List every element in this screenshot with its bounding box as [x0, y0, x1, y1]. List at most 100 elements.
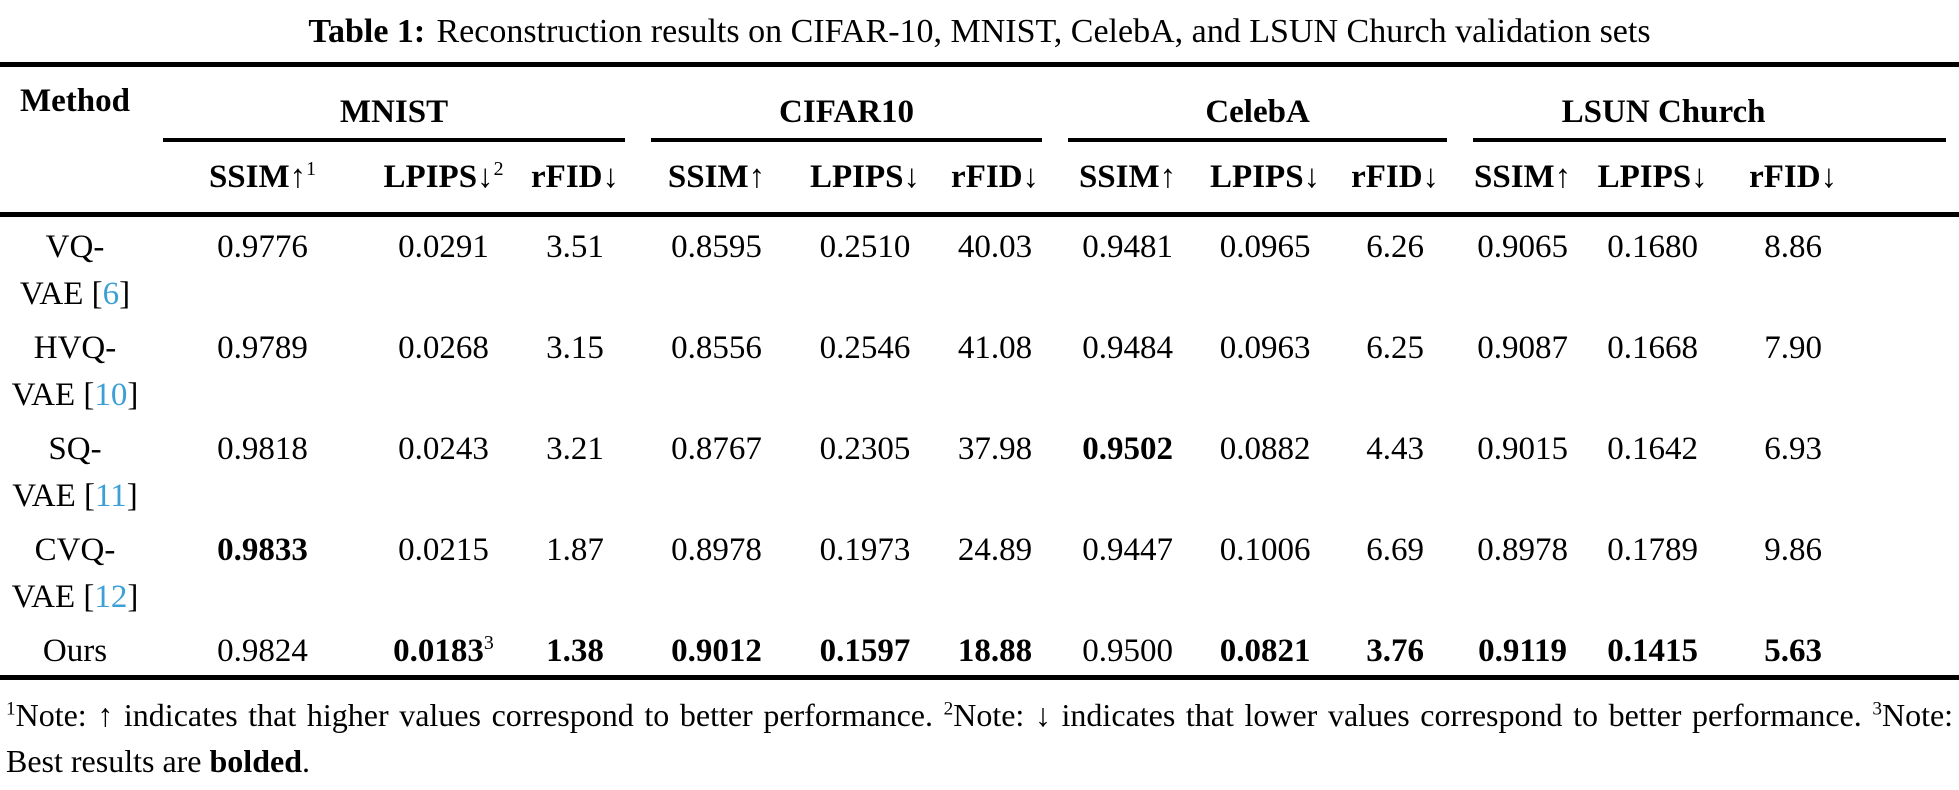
method-cell: HVQ- VAE [10] — [11, 330, 139, 413]
dataset-group-header: MNIST — [150, 65, 638, 142]
citation-link[interactable]: 11 — [95, 478, 127, 514]
value-cell: 0.8767 — [671, 431, 762, 467]
table-body: VQ- VAE [6] 0.9776 0.0291 3.51 0.8595 0.2510 40… — [0, 215, 1959, 680]
table-caption-label: Table 1: — [308, 13, 426, 50]
value-cell: 0.8978 — [1477, 532, 1568, 568]
value-cell: 6.69 — [1366, 532, 1424, 568]
value-cell: 0.0965 — [1219, 229, 1311, 265]
table-row: HVQ- VAE [10] 0.9789 0.0268 3.15 0.8556 0.2546… — [0, 318, 1959, 419]
value-cell: 0.9824 — [150, 621, 375, 680]
metric-header: LPIPS↓ — [1200, 142, 1331, 217]
method-cell: SQ- VAE [11] — [12, 431, 138, 514]
value-cell: 3.15 — [546, 330, 604, 366]
value-cell: 0.9500 — [1055, 621, 1201, 680]
metric-label: rFID↓ — [1749, 158, 1838, 195]
method-cell: VQ- VAE [6] — [19, 229, 131, 312]
dataset-name: LSUN Church — [1561, 94, 1766, 130]
value-cell: 6.25 — [1366, 330, 1424, 366]
value-cell: 6.93 — [1764, 431, 1822, 467]
table-row: CVQ- VAE [12] 0.9833 0.0215 1.87 0.8978 0.1973… — [0, 520, 1959, 621]
footnote-marker: 2 — [943, 698, 954, 720]
metric-label: SSIM↑ — [1078, 158, 1177, 195]
table-caption: Table 1: Reconstruction results on CIFAR-… — [0, 8, 1959, 62]
value-cell: 0.0291 — [398, 229, 489, 265]
metric-label: SSIM↑ — [208, 158, 307, 195]
value-cell: 0.9087 — [1477, 330, 1568, 366]
dataset-name: CelebA — [1205, 94, 1310, 130]
table-caption-text: Reconstruction results on CIFAR-10, MNIS… — [436, 13, 1651, 50]
method-cell: Ours — [0, 621, 150, 680]
table-row: SQ- VAE [11] 0.9818 0.0243 3.21 0.8767 0.2305 3… — [0, 419, 1959, 520]
metric-label: SSIM↑ — [667, 158, 766, 195]
value-cell: 3.51 — [546, 229, 604, 265]
value-cell: 0.9833 — [217, 532, 308, 568]
value-cell: 7.90 — [1764, 330, 1822, 366]
metric-label: LPIPS↓ — [1597, 158, 1708, 195]
value-cell: 0.2305 — [819, 431, 911, 467]
value-cell: 5.63 — [1720, 621, 1959, 680]
value-cell: 0.1680 — [1607, 229, 1698, 265]
header-metric-row: SSIM↑1 LPIPS↓2 rFID↓ SSIM↑ LPIPS↓ rFID↓ SSIM↑ L… — [0, 142, 1959, 217]
value-cell: 0.9481 — [1082, 229, 1173, 265]
metric-header: SSIM↑ — [1460, 142, 1586, 217]
value-cell: 6.26 — [1366, 229, 1424, 265]
value-cell: 0.9484 — [1082, 330, 1173, 366]
value-cell: 0.9119 — [1460, 621, 1586, 680]
footnote-text-tail: . — [301, 743, 310, 779]
metric-footnote-marker: 1 — [306, 157, 317, 180]
table-row: Ours 0.9824 0.01833 1.38 0.9012 0.1597 18.88 0.… — [0, 621, 1959, 680]
metric-header: LPIPS↓ — [1585, 142, 1721, 217]
results-table: Method MNIST CIFAR10 CelebA LSUN Church SSIM↑… — [0, 62, 1959, 680]
metric-header: LPIPS↓2 — [375, 142, 512, 217]
method-column-header: Method — [0, 64, 150, 217]
value-cell: 0.1597 — [795, 621, 936, 680]
group-underline-rule: MNIST — [163, 94, 626, 142]
value-cell: 1.38 — [512, 621, 639, 680]
metric-header: rFID↓ — [1330, 142, 1461, 217]
value-cell: 0.0243 — [398, 431, 489, 467]
value-cell: 0.9502 — [1082, 431, 1173, 467]
metric-header: rFID↓ — [512, 142, 639, 217]
table-row: VQ- VAE [6] 0.9776 0.0291 3.51 0.8595 0.2510 40… — [0, 215, 1959, 319]
dataset-group-header: CelebA — [1055, 65, 1460, 142]
metric-label: rFID↓ — [531, 158, 619, 195]
citation-link[interactable]: 12 — [94, 579, 128, 615]
value-cell: 0.2546 — [819, 330, 911, 366]
dataset-name: CIFAR10 — [779, 94, 915, 130]
value-cell: 8.86 — [1764, 229, 1822, 265]
value-cell: 40.03 — [957, 229, 1033, 265]
value-cell: 0.1668 — [1607, 330, 1698, 366]
value-cell: 4.43 — [1366, 431, 1424, 467]
value-cell: 0.1415 — [1585, 621, 1721, 680]
value-cell: 0.9789 — [217, 330, 308, 366]
value-cell: 0.9818 — [217, 431, 308, 467]
dataset-name: MNIST — [339, 94, 449, 130]
group-underline-rule: CIFAR10 — [651, 94, 1043, 142]
value-cell: 0.2510 — [819, 229, 911, 265]
metric-header: LPIPS↓ — [795, 142, 936, 217]
value-cell: 0.9776 — [217, 229, 308, 265]
value-cell: 0.9015 — [1477, 431, 1568, 467]
value-cell: 0.0821 — [1200, 621, 1331, 680]
footnote-text: Note: ↓ indicates that lower values corr… — [953, 697, 1862, 733]
value-cell: 1.87 — [546, 532, 604, 568]
group-underline-rule: LSUN Church — [1473, 94, 1947, 142]
metric-header: SSIM↑ — [1055, 142, 1201, 217]
citation-link[interactable]: 10 — [94, 377, 128, 413]
table-footnotes: 1Note: ↑ indicates that higher values co… — [0, 692, 1959, 784]
citation-link[interactable]: 6 — [102, 276, 120, 312]
value-cell: 3.76 — [1330, 621, 1461, 680]
dataset-group-header: CIFAR10 — [638, 65, 1055, 142]
group-underline-rule: CelebA — [1068, 94, 1448, 142]
metric-label: LPIPS↓ — [1210, 158, 1321, 195]
value-cell: 37.98 — [957, 431, 1033, 467]
value-footnote-marker: 3 — [483, 632, 494, 654]
value-cell: 0.9012 — [638, 621, 796, 680]
value-cell: 0.0215 — [398, 532, 489, 568]
metric-label: LPIPS↓ — [810, 158, 921, 195]
metric-label: LPIPS↓ — [383, 158, 494, 195]
footnote-bold-word: bolded — [209, 743, 302, 779]
metric-label: rFID↓ — [951, 158, 1040, 195]
value-cell: 24.89 — [957, 532, 1033, 568]
